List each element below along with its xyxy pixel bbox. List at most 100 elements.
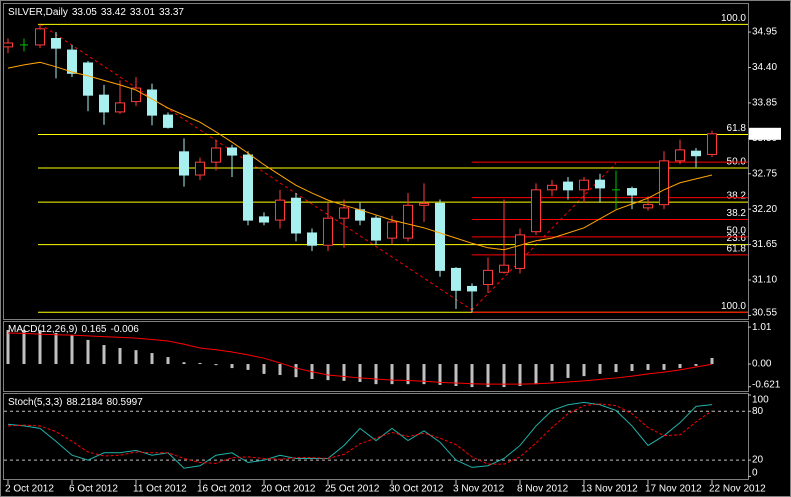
macd-bar	[246, 364, 250, 370]
candle-body	[323, 217, 333, 246]
y-tick-label: 33.85	[752, 98, 777, 109]
candle-body	[419, 202, 429, 206]
macd-bar	[70, 335, 74, 365]
panel-title: MACD(12,26,9) 0.165 -0.006	[8, 324, 139, 335]
x-tick-label: 25 Oct 2012	[325, 484, 380, 495]
y-tick-label: 100	[752, 395, 769, 406]
panel-title-text: MACD(12,26,9)	[8, 324, 77, 335]
candle-body	[307, 232, 317, 246]
candle-body	[259, 216, 269, 223]
candle-body	[51, 37, 61, 49]
y-tick-label: 31.10	[752, 275, 777, 286]
macd-bar	[406, 364, 410, 385]
panel-title-value: 33.37	[159, 7, 184, 18]
macd-bar	[630, 364, 634, 371]
candle-body	[403, 204, 413, 239]
y-tick-label: 0.00	[752, 359, 772, 370]
macd-bar	[118, 347, 122, 365]
stoch-main	[7, 401, 713, 469]
candle-body	[339, 207, 349, 219]
macd-bar	[102, 345, 106, 365]
y-tick-label: 34.40	[752, 62, 777, 73]
candle-body	[627, 188, 637, 196]
x-tick-label: 13 Nov 2012	[581, 484, 638, 495]
macd-bar	[470, 364, 474, 388]
y-tick-label: 32.20	[752, 204, 777, 215]
candle-body	[643, 204, 653, 209]
macd-bar	[230, 364, 234, 369]
main-panel-border	[3, 3, 749, 320]
candle-body	[3, 42, 13, 48]
macd-bar	[86, 339, 90, 365]
moving-average	[7, 61, 713, 251]
y-tick-label: 0	[752, 468, 758, 479]
y-tick-label: 30.55	[752, 308, 777, 319]
macd-bar	[646, 364, 650, 370]
macd-bar	[374, 364, 378, 385]
macd-bar	[454, 364, 458, 386]
macd-bar	[22, 330, 26, 365]
candle-body	[371, 217, 381, 241]
macd-bar	[550, 364, 554, 381]
fib-label: 100.0	[721, 301, 746, 312]
y-tick-label: 1.01	[752, 322, 772, 333]
candle-body	[451, 267, 461, 291]
candle-body	[275, 199, 285, 221]
candle-body	[387, 221, 397, 239]
y-tick-label: 34.95	[752, 27, 777, 38]
x-tick-label: 11 Oct 2012	[133, 484, 187, 495]
fib-label: 38.2	[727, 208, 747, 219]
macd-bar	[294, 364, 298, 378]
macd-bar	[214, 364, 218, 366]
candle-body	[355, 209, 365, 221]
macd-bar	[438, 364, 442, 385]
x-tick-label: 6 Oct 2012	[69, 484, 118, 495]
macd-bar	[166, 357, 170, 365]
x-tick-label: 2 Oct 2012	[5, 484, 54, 495]
macd-bar	[694, 364, 698, 366]
macd-bar	[150, 353, 154, 365]
x-tick-label: 20 Oct 2012	[261, 484, 316, 495]
macd-bar	[710, 358, 714, 365]
panel-title-value: 33.42	[101, 7, 126, 18]
macd-bar	[678, 364, 682, 369]
price-box	[749, 127, 781, 140]
candle-body	[579, 179, 589, 191]
candle-body	[179, 151, 189, 176]
fib-label: 50.0	[727, 225, 747, 236]
macd-bar	[598, 364, 602, 374]
fib-label: 61.8	[727, 123, 747, 134]
panel-title: Stoch(5,3,3) 88.2184 80.5997	[8, 397, 143, 408]
y-tick-label: 31.65	[752, 239, 777, 250]
candle-body	[515, 234, 525, 269]
macd-bar	[342, 364, 346, 381]
macd-bar	[358, 364, 362, 382]
y-tick-label: 32.75	[752, 168, 777, 179]
x-tick-label: 16 Oct 2012	[197, 484, 252, 495]
candle-body	[675, 149, 685, 162]
macd-bar	[614, 364, 618, 373]
candle-body	[99, 94, 109, 113]
candle-body	[467, 285, 477, 292]
candle-body	[35, 28, 45, 46]
fib-label: 38.2	[727, 191, 747, 202]
candle-body	[291, 197, 301, 234]
candle-body	[563, 181, 573, 191]
candle-body	[211, 147, 221, 163]
macd-bar	[6, 330, 10, 365]
candle-body	[531, 189, 541, 233]
candle-body	[547, 184, 557, 191]
x-tick-label: 17 Nov 2012	[645, 484, 702, 495]
panel-title-value: -0.006	[111, 324, 140, 335]
candle-body	[115, 102, 125, 113]
macd-bar	[134, 350, 138, 365]
macd-panel-border	[3, 321, 749, 392]
candle-body	[435, 202, 445, 271]
trend-line	[39, 23, 473, 311]
candle-body	[499, 264, 509, 273]
macd-bar	[390, 364, 394, 385]
candle-body	[195, 161, 205, 176]
macd-bar	[582, 364, 586, 377]
y-tick-label: -0.621	[752, 380, 781, 391]
